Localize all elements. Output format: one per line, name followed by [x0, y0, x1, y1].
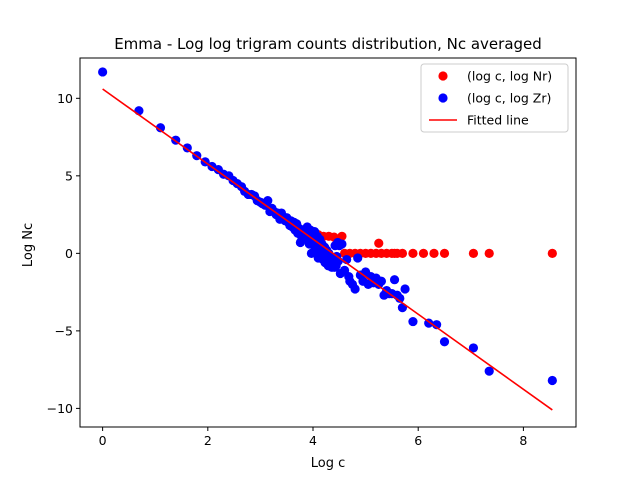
data-point-log-c-log-zr — [376, 276, 386, 286]
data-point-log-c-log-zr — [408, 316, 418, 327]
axes-frame — [79, 57, 577, 428]
plot-area — [98, 67, 557, 411]
data-point-log-c-log-zr — [432, 320, 442, 330]
legend-marker-log-c-log-nr — [438, 71, 448, 81]
data-group — [98, 67, 557, 411]
chart-title: Emma - Log log trigram counts distributi… — [114, 35, 542, 53]
data-point-log-c-log-nr — [547, 248, 557, 258]
legend-label-log-c-log-nr: (log c, log Nr) — [467, 69, 552, 84]
y-tick-label: −10 — [47, 401, 73, 416]
data-point-log-c-log-nr — [439, 248, 450, 258]
y-tick-label: 0 — [65, 246, 73, 261]
x-tick-label: 8 — [519, 433, 527, 448]
data-point-log-c-log-zr — [98, 67, 108, 77]
data-point-log-c-log-nr — [468, 248, 479, 258]
data-point-log-c-log-zr — [353, 253, 363, 263]
y-axis-label: Log Nc — [21, 223, 36, 267]
series-line-fitted-line — [102, 88, 553, 411]
data-point-log-c-log-zr — [484, 366, 494, 376]
y-tick-label: 10 — [57, 91, 73, 106]
data-point-log-c-log-nr — [374, 238, 384, 248]
data-point-log-c-log-zr — [389, 275, 400, 285]
data-point-log-c-log-nr — [408, 248, 418, 258]
x-tick-label: 2 — [204, 433, 212, 448]
data-point-log-c-log-nr — [418, 248, 429, 258]
data-point-log-c-log-nr — [397, 248, 408, 258]
legend-box — [420, 63, 569, 133]
data-point-log-c-log-zr — [337, 239, 347, 249]
x-tick-label: 4 — [309, 433, 317, 448]
data-point-log-c-log-zr — [439, 337, 450, 347]
data-point-log-c-log-zr — [350, 284, 360, 294]
axes: 0 2 4 6 8 −10 −5 0 5 10 — [47, 57, 577, 448]
data-point-log-c-log-zr — [155, 123, 166, 133]
data-point-log-c-log-zr — [263, 196, 273, 206]
data-point-log-c-log-zr — [547, 375, 557, 386]
data-point-log-c-log-nr — [484, 248, 494, 258]
legend-label-log-c-log-zr: (log c, log Zr) — [467, 91, 551, 106]
legend-label-fitted-line: Fitted line — [467, 113, 529, 128]
y-tick-label: 5 — [65, 168, 73, 183]
legend-marker-log-c-log-zr — [438, 93, 448, 103]
x-tick-label: 0 — [99, 433, 107, 448]
x-axis-label: Log c — [311, 456, 346, 471]
data-point-log-c-log-nr — [429, 248, 439, 258]
x-tick-label: 6 — [414, 433, 422, 448]
data-point-log-c-log-zr — [468, 343, 479, 353]
legend: (log c, log Nr) (log c, log Zr) Fitted lin… — [420, 63, 569, 133]
data-point-log-c-log-zr — [395, 293, 405, 303]
y-tick-label: −5 — [55, 323, 73, 338]
data-point-log-c-log-zr — [400, 284, 410, 294]
